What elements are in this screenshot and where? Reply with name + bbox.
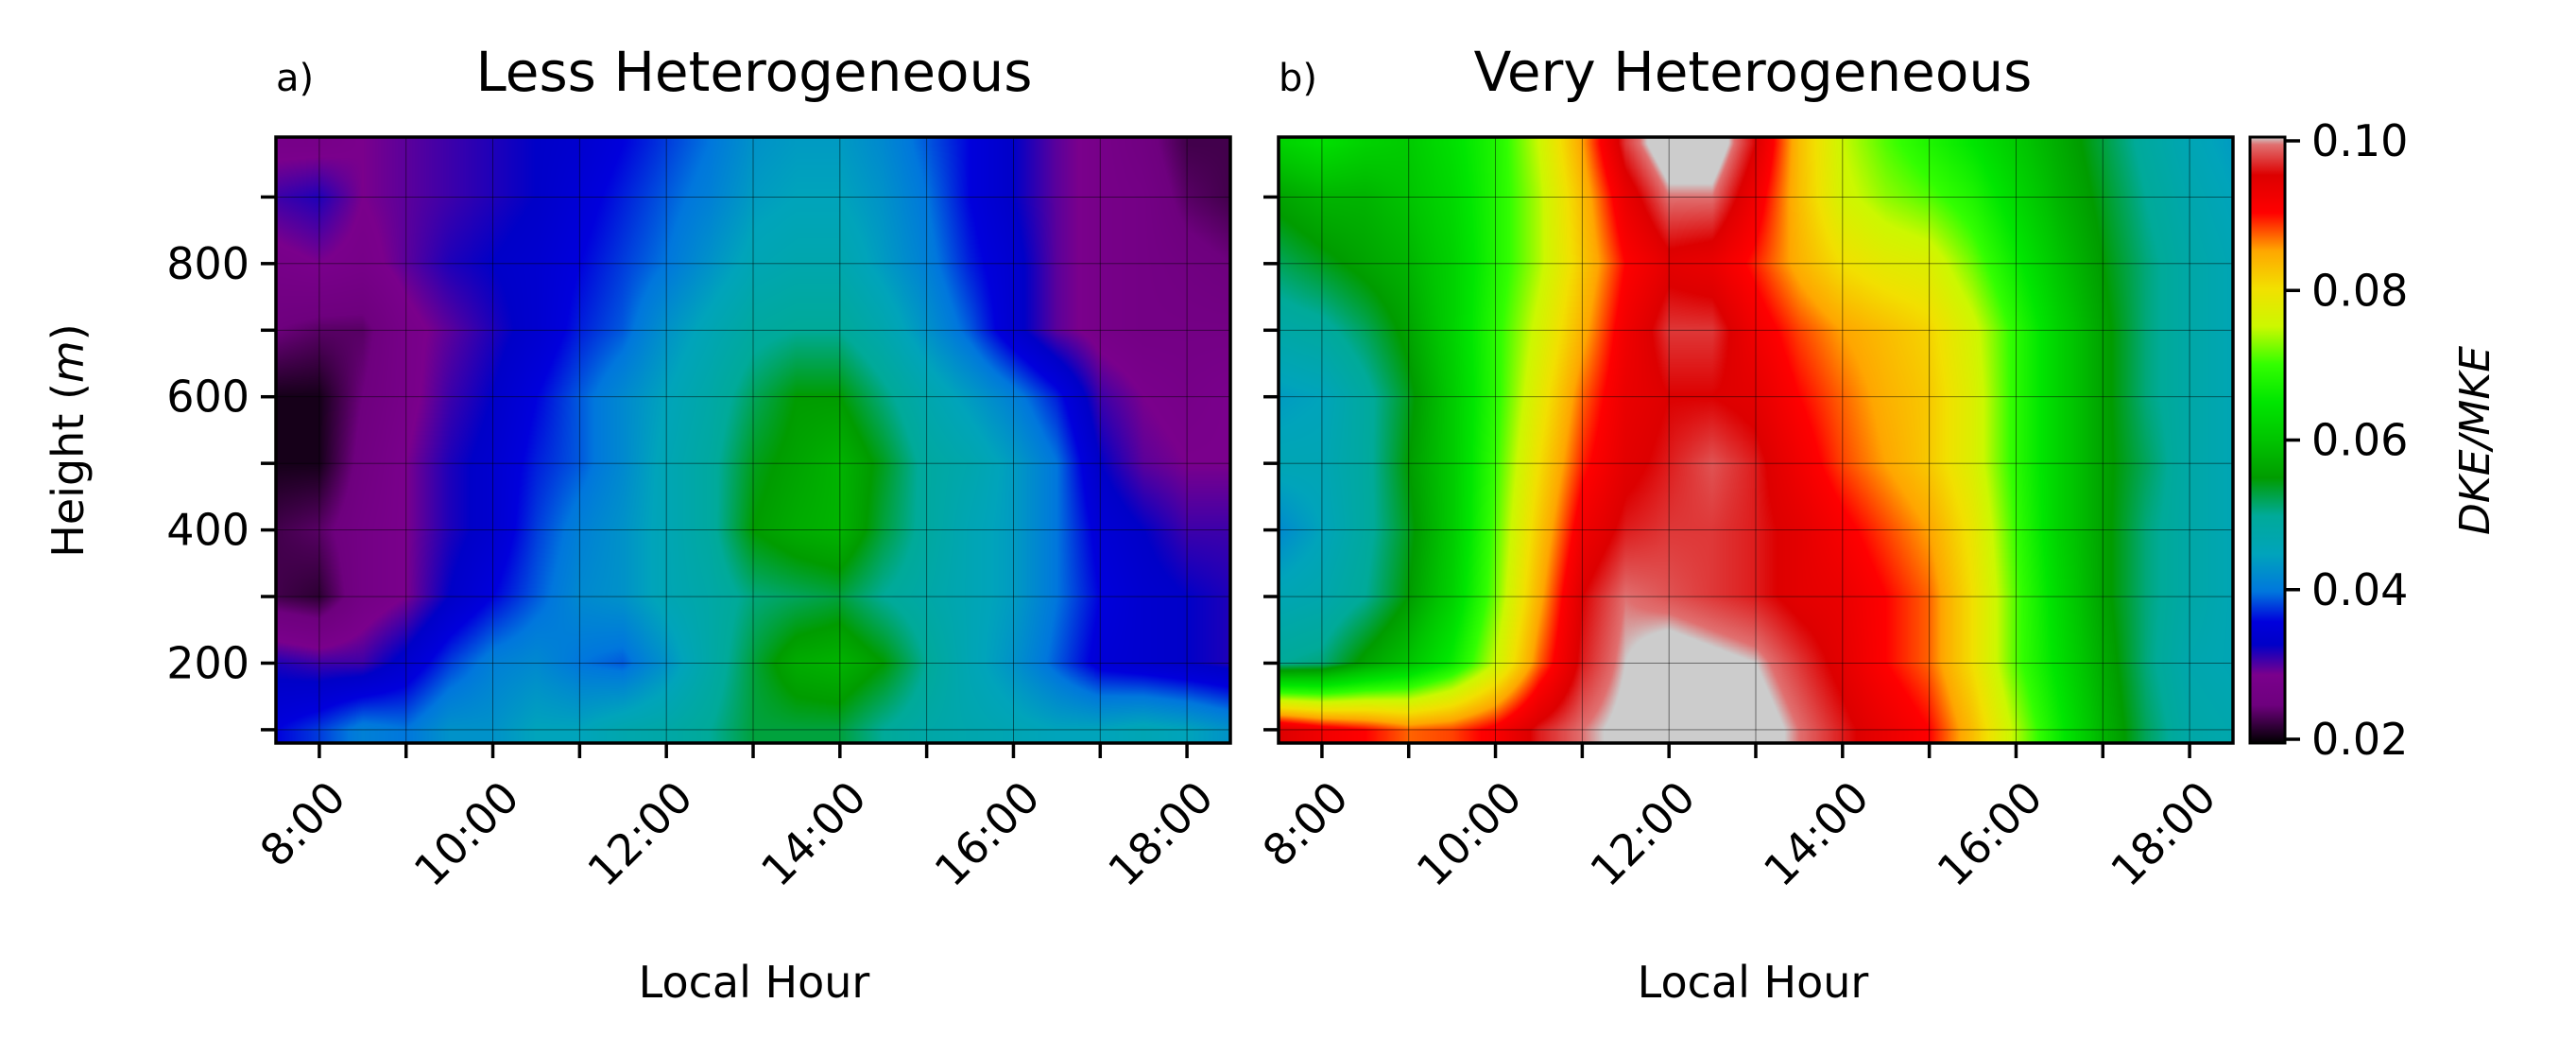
colorbar-ticks: 0.02 0.04 0.06 0.08 0.10 <box>2285 115 2408 765</box>
panel-b: b) Very Heterogeneous 8:00 10:00 12:00 14:0… <box>1253 40 2235 1008</box>
colorbar: 0.02 0.04 0.06 0.08 0.10 DKE/MKE <box>2248 115 2499 765</box>
x-tick-label: 18:00 <box>2101 771 2225 896</box>
panel-a-y-axis: 200 400 600 800 <box>166 195 276 732</box>
panel-a: a) Less Heterogeneous 8:00 10:00 12:00 14:0… <box>43 40 1232 1008</box>
colorbar-gradient <box>2248 135 2287 745</box>
x-tick-label: 12:00 <box>577 771 702 896</box>
panel-b-x-label: Local Hour <box>1638 957 1869 1008</box>
y-tick-label: 400 <box>166 505 249 556</box>
colorbar-tick-label: 0.04 <box>2311 564 2408 615</box>
x-tick-label: 8:00 <box>1253 771 1358 876</box>
y-label-unit: m <box>43 340 94 383</box>
x-tick-label: 12:00 <box>1580 771 1705 896</box>
x-tick-label: 18:00 <box>1098 771 1223 896</box>
panel-a-x-label: Local Hour <box>639 957 870 1008</box>
colorbar-tick-label: 0.02 <box>2311 714 2408 765</box>
x-tick-label: 14:00 <box>1754 771 1879 896</box>
x-tick-label: 10:00 <box>404 771 529 896</box>
x-tick-label: 14:00 <box>751 771 876 896</box>
panel-a-x-axis: 8:00 10:00 12:00 14:00 16:00 18:00 <box>250 743 1223 896</box>
y-tick-label: 200 <box>166 637 249 688</box>
y-tick-label: 600 <box>166 372 249 423</box>
y-label-suffix: ) <box>43 323 94 340</box>
colorbar-label: DKE/MKE <box>2451 346 2499 535</box>
x-tick-label: 8:00 <box>250 771 355 876</box>
colorbar-tick-label: 0.08 <box>2311 265 2408 316</box>
panel-a-y-label: Height (m) <box>43 323 94 557</box>
x-tick-label: 16:00 <box>1928 771 2052 896</box>
panel-a-grid <box>276 137 1230 743</box>
colorbar-tick-label: 0.06 <box>2311 415 2408 466</box>
panel-a-title: Less Heterogeneous <box>475 40 1032 104</box>
y-tick-label: 800 <box>166 238 249 289</box>
panel-b-label: b) <box>1279 57 1317 100</box>
x-tick-label: 10:00 <box>1407 771 1532 896</box>
panel-b-x-axis: 8:00 10:00 12:00 14:00 16:00 18:00 <box>1253 743 2225 896</box>
panel-b-y-axis <box>1263 195 1279 732</box>
x-tick-label: 16:00 <box>925 771 1050 896</box>
panel-a-label: a) <box>276 57 314 100</box>
y-label-prefix: Height ( <box>43 383 94 558</box>
panel-b-grid <box>1279 137 2233 743</box>
colorbar-tick-label: 0.10 <box>2311 115 2408 166</box>
panel-b-title: Very Heterogeneous <box>1474 40 2033 104</box>
